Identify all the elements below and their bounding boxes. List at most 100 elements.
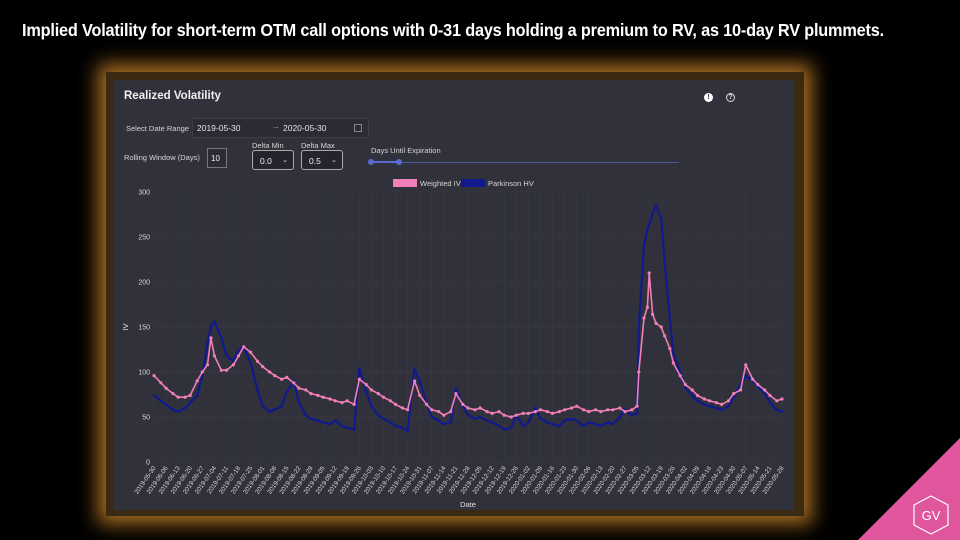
- data-point-weighted-iv: [557, 410, 562, 414]
- date-start[interactable]: 2019-05-30: [197, 123, 241, 133]
- data-point-weighted-iv: [195, 379, 199, 383]
- data-point-weighted-iv: [393, 402, 398, 406]
- realized-volatility-panel: Realized Volatility ! ? Select Date Rang…: [114, 80, 794, 510]
- data-point-weighted-iv: [212, 354, 216, 358]
- volatility-line-chart: 0501001502002503002019-05-302019-06-0620…: [121, 190, 786, 510]
- dte-slider-max-handle[interactable]: [396, 159, 402, 165]
- data-point-parkinson-hv: [521, 424, 525, 428]
- delta-min-value: 0.0: [260, 156, 272, 166]
- data-point-weighted-iv: [668, 347, 672, 351]
- legend-label-weighted-iv[interactable]: Weighted IV: [420, 179, 461, 188]
- legend-swatch-parkinson-hv: [461, 179, 485, 187]
- data-point-parkinson-hv: [171, 408, 175, 412]
- date-end[interactable]: 2020-05-30: [283, 123, 327, 133]
- data-point-weighted-iv: [635, 404, 639, 408]
- gv-logo-text: GV: [922, 508, 941, 523]
- data-point-weighted-iv: [623, 410, 627, 414]
- dte-slider-min-handle[interactable]: [368, 159, 374, 165]
- data-point-weighted-iv: [478, 406, 482, 410]
- delta-min-select[interactable]: 0.0 ⌄: [252, 150, 294, 170]
- data-point-weighted-iv: [606, 408, 610, 412]
- date-range-picker[interactable]: 2019-05-30 → 2020-05-30: [192, 118, 369, 138]
- data-point-weighted-iv: [242, 345, 246, 349]
- data-point-weighted-iv: [714, 401, 719, 405]
- data-point-parkinson-hv: [183, 406, 187, 410]
- date-arrow: →: [272, 122, 280, 131]
- data-point-parkinson-hv: [618, 415, 622, 419]
- data-point-parkinson-hv: [206, 341, 209, 345]
- data-point-parkinson-hv: [539, 417, 542, 421]
- data-point-weighted-iv: [442, 413, 446, 417]
- y-tick-label: 50: [142, 415, 150, 422]
- delta-min-label: Delta Min: [252, 141, 284, 150]
- data-point-weighted-iv: [219, 368, 223, 372]
- data-point-parkinson-hv: [684, 386, 687, 390]
- data-point-weighted-iv: [538, 408, 543, 412]
- data-point-parkinson-hv: [575, 419, 578, 422]
- data-point-parkinson-hv: [546, 421, 549, 424]
- data-point-parkinson-hv: [690, 394, 694, 397]
- data-point-parkinson-hv: [558, 424, 561, 428]
- data-point-parkinson-hv: [256, 388, 259, 392]
- data-point-weighted-iv: [678, 374, 682, 378]
- rolling-window-input[interactable]: 10: [207, 148, 227, 168]
- data-point-weighted-iv: [763, 388, 767, 392]
- delta-max-select[interactable]: 0.5 ⌄: [301, 150, 343, 170]
- data-point-weighted-iv: [780, 397, 784, 401]
- data-point-weighted-iv: [663, 334, 667, 338]
- data-point-parkinson-hv: [304, 413, 308, 417]
- date-range-label: Select Date Range: [126, 124, 189, 133]
- data-point-parkinson-hv: [599, 424, 603, 428]
- data-point-parkinson-hv: [780, 410, 784, 413]
- data-point-weighted-iv: [454, 392, 458, 396]
- data-point-parkinson-hv: [176, 410, 180, 413]
- data-point-parkinson-hv: [509, 426, 513, 430]
- data-point-parkinson-hv: [401, 426, 404, 430]
- data-point-parkinson-hv: [570, 417, 573, 421]
- data-point-parkinson-hv: [442, 422, 446, 426]
- data-point-weighted-iv: [683, 383, 687, 387]
- data-point-weighted-iv: [707, 399, 712, 403]
- data-point-weighted-iv: [171, 392, 175, 396]
- data-point-parkinson-hv: [651, 212, 654, 215]
- calendar-icon[interactable]: [354, 124, 362, 132]
- dte-slider-track[interactable]: [371, 162, 679, 163]
- data-point-parkinson-hv: [280, 404, 283, 408]
- data-point-weighted-iv: [255, 359, 260, 363]
- data-point-parkinson-hv: [775, 408, 779, 412]
- data-point-parkinson-hv: [611, 422, 615, 426]
- data-point-parkinson-hv: [406, 430, 409, 433]
- alert-icon[interactable]: !: [704, 93, 713, 102]
- data-point-weighted-iv: [321, 395, 325, 399]
- data-point-parkinson-hv: [418, 379, 421, 383]
- data-point-weighted-iv: [533, 410, 537, 414]
- data-point-weighted-iv: [297, 386, 301, 390]
- data-point-weighted-iv: [430, 408, 434, 412]
- data-point-weighted-iv: [651, 312, 655, 316]
- panel-title: Realized Volatility: [124, 90, 221, 102]
- legend-label-parkinson-hv[interactable]: Parkinson HV: [488, 179, 534, 188]
- data-point-parkinson-hv: [646, 228, 649, 232]
- data-point-parkinson-hv: [164, 403, 168, 406]
- data-point-weighted-iv: [369, 388, 373, 392]
- data-point-weighted-iv: [550, 411, 555, 415]
- data-point-parkinson-hv: [249, 361, 252, 365]
- data-point-weighted-iv: [340, 401, 344, 405]
- data-point-parkinson-hv: [209, 325, 213, 329]
- data-point-weighted-iv: [738, 388, 743, 392]
- y-tick-label: 0: [146, 460, 150, 467]
- x-axis-label: Date: [460, 500, 476, 509]
- data-point-weighted-iv: [587, 410, 591, 414]
- data-point-weighted-iv: [732, 392, 736, 396]
- help-icon[interactable]: ?: [726, 93, 735, 102]
- data-point-weighted-iv: [249, 350, 253, 354]
- data-point-parkinson-hv: [364, 390, 368, 394]
- data-point-weighted-iv: [756, 383, 760, 387]
- data-point-parkinson-hv: [663, 262, 666, 266]
- data-point-parkinson-hv: [225, 354, 228, 358]
- data-point-weighted-iv: [514, 413, 518, 417]
- data-point-weighted-iv: [611, 408, 615, 412]
- data-point-weighted-iv: [159, 381, 163, 385]
- data-point-weighted-iv: [449, 410, 453, 414]
- y-tick-label: 300: [138, 190, 150, 197]
